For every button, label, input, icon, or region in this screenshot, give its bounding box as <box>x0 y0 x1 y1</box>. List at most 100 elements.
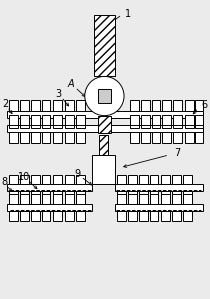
Bar <box>117 175 126 184</box>
Bar <box>183 194 192 204</box>
Bar <box>117 211 126 221</box>
Bar <box>98 116 111 133</box>
Bar <box>20 191 29 201</box>
Bar <box>65 211 74 221</box>
Bar <box>150 211 158 221</box>
Bar <box>20 132 29 143</box>
Bar <box>162 115 171 126</box>
Bar <box>92 155 115 184</box>
Bar <box>53 100 62 111</box>
Bar <box>141 118 150 128</box>
Bar <box>31 132 40 143</box>
Bar <box>173 115 182 126</box>
Bar <box>7 126 203 132</box>
Bar <box>139 191 148 201</box>
Bar <box>115 184 203 191</box>
Bar <box>151 100 160 111</box>
Bar <box>139 194 148 204</box>
Bar <box>76 175 85 184</box>
Bar <box>65 132 74 143</box>
Bar <box>98 89 111 103</box>
Bar <box>9 211 18 221</box>
Bar <box>94 15 115 77</box>
Bar <box>130 100 139 111</box>
Bar <box>31 211 40 221</box>
Bar <box>42 132 50 143</box>
Bar <box>195 132 203 143</box>
Bar <box>128 175 137 184</box>
Bar <box>65 191 74 201</box>
Bar <box>151 115 160 126</box>
Bar <box>76 115 85 126</box>
Bar <box>141 100 150 111</box>
Bar <box>65 194 74 204</box>
Text: 10: 10 <box>18 173 30 182</box>
Bar <box>130 118 139 128</box>
Bar <box>76 100 85 111</box>
Text: 3: 3 <box>55 89 61 99</box>
Bar <box>76 118 85 128</box>
Bar <box>141 115 150 126</box>
Bar <box>139 175 148 184</box>
Bar <box>9 191 18 201</box>
Bar <box>53 118 62 128</box>
Bar <box>31 175 40 184</box>
Bar <box>9 132 18 143</box>
Bar <box>162 118 171 128</box>
Bar <box>195 118 203 128</box>
Bar <box>76 211 85 221</box>
Circle shape <box>85 77 124 116</box>
Bar <box>20 118 29 128</box>
Bar <box>162 132 171 143</box>
Bar <box>9 100 18 111</box>
Bar <box>7 204 92 211</box>
Bar <box>53 211 62 221</box>
Bar <box>42 194 50 204</box>
Bar <box>185 118 194 128</box>
Bar <box>65 118 74 128</box>
Bar <box>183 211 192 221</box>
Bar <box>128 194 137 204</box>
Bar <box>161 194 170 204</box>
Bar <box>161 191 170 201</box>
Bar <box>31 194 40 204</box>
Bar <box>150 175 158 184</box>
Bar <box>9 175 18 184</box>
Bar <box>185 132 194 143</box>
Bar <box>117 194 126 204</box>
Bar <box>76 132 85 143</box>
Bar <box>53 175 62 184</box>
Bar <box>161 211 170 221</box>
Bar <box>31 100 40 111</box>
Bar <box>76 194 85 204</box>
Bar <box>42 191 50 201</box>
Bar <box>76 191 85 201</box>
Bar <box>20 115 29 126</box>
Bar <box>195 115 203 126</box>
Bar <box>9 118 18 128</box>
Bar <box>65 115 74 126</box>
Bar <box>9 194 18 204</box>
Bar <box>173 132 182 143</box>
Bar <box>42 115 50 126</box>
Text: 6: 6 <box>202 100 208 110</box>
Text: A: A <box>68 79 74 89</box>
Bar <box>172 194 181 204</box>
Bar <box>172 175 181 184</box>
Bar <box>53 191 62 201</box>
Bar <box>172 211 181 221</box>
Bar <box>42 211 50 221</box>
Bar <box>185 115 194 126</box>
Bar <box>185 100 194 111</box>
Bar <box>130 132 139 143</box>
Bar <box>141 132 150 143</box>
Text: 7: 7 <box>174 148 180 158</box>
Bar <box>53 194 62 204</box>
Bar <box>195 100 203 111</box>
Bar <box>65 100 74 111</box>
Bar <box>139 211 148 221</box>
Bar <box>128 211 137 221</box>
Text: 9: 9 <box>74 169 80 179</box>
Bar <box>128 191 137 201</box>
Bar <box>20 175 29 184</box>
